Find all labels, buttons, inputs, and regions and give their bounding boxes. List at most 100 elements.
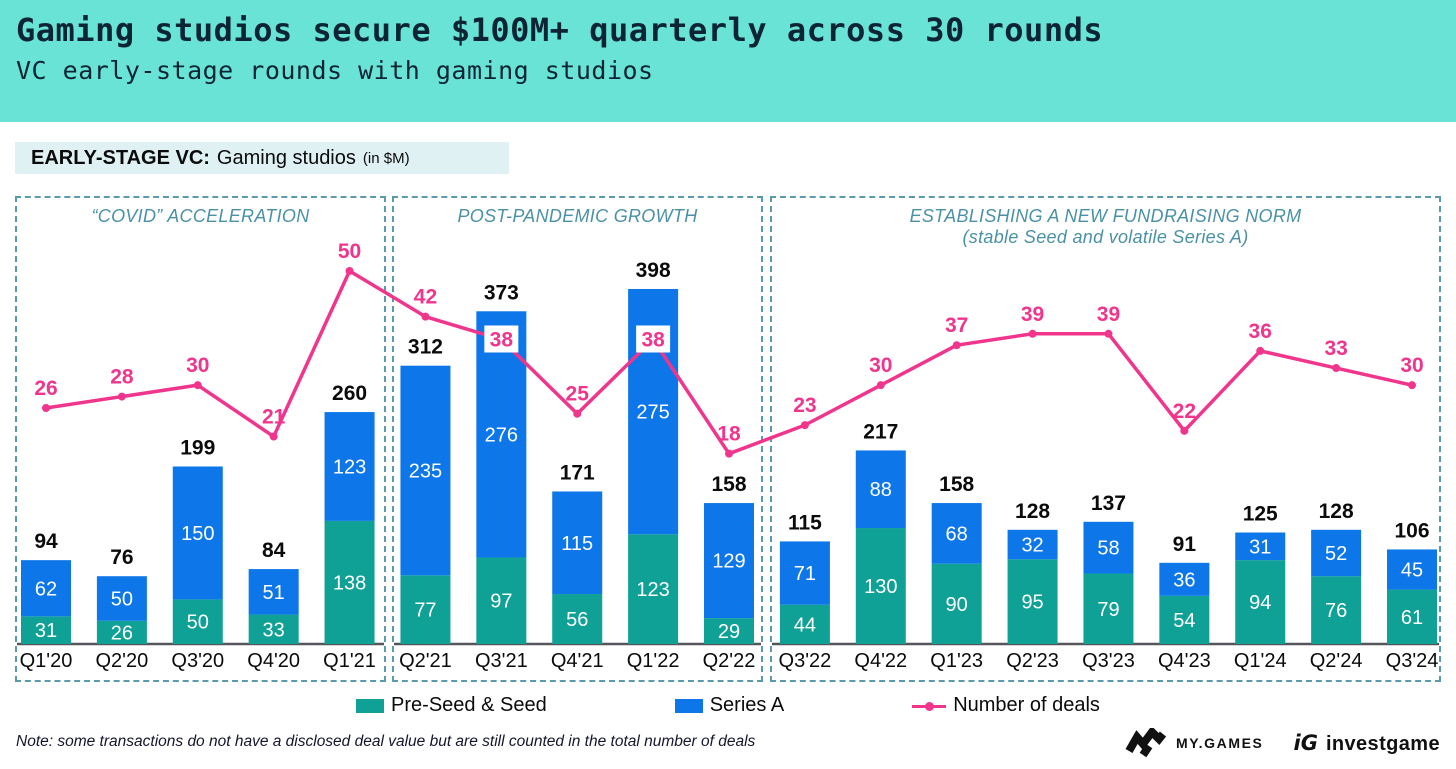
series-a-value-label: 50: [111, 589, 133, 611]
deals-count-label: 42: [414, 286, 437, 309]
bar-segment-preseed-seed: [1159, 595, 1210, 644]
total-value-label: 84: [262, 539, 286, 562]
x-axis-tick-label: Q2'22: [703, 650, 756, 672]
deals-point: [952, 341, 961, 350]
series-a-value-label: 45: [1401, 560, 1423, 582]
seed-value-label: 76: [1325, 600, 1347, 622]
deals-point: [345, 266, 354, 275]
mygames-wordmark: MY.GAMES: [1176, 735, 1264, 751]
deals-point: [1028, 329, 1037, 338]
series-a-value-label: 115: [561, 533, 593, 555]
bar-segment-series-a: [855, 450, 906, 529]
seed-value-label: 97: [490, 591, 512, 613]
deals-count-label: 39: [1021, 303, 1044, 326]
legend-item-preseed-seed: Pre-Seed & Seed: [356, 694, 547, 717]
legend-label: Pre-Seed & Seed: [391, 694, 547, 716]
total-value-label: 106: [1394, 519, 1429, 542]
deals-label-box: [484, 325, 519, 353]
x-axis-tick-label: Q4'20: [247, 650, 300, 672]
x-axis-tick-label: Q1'22: [627, 650, 680, 672]
bar-segment-preseed-seed: [400, 575, 451, 644]
x-axis-tick-label: Q4'22: [854, 650, 907, 672]
series-a-value-label: 129: [712, 551, 745, 573]
section-title: ESTABLISHING A NEW FUNDRAISING NORM: [909, 206, 1302, 226]
deals-point: [1180, 426, 1189, 435]
bar-segment-series-a: [1083, 521, 1134, 574]
bar-segment-series-a: [552, 491, 603, 595]
series-a-value-label: 275: [636, 402, 669, 424]
bar-segment-series-a: [96, 576, 147, 621]
series-a-value-label: 32: [1021, 535, 1043, 557]
bar-segment-series-a: [1007, 529, 1058, 560]
seed-value-label: 50: [187, 612, 209, 634]
seed-value-label: 61: [1401, 607, 1423, 629]
investgame-wordmark: investgame: [1325, 732, 1440, 755]
mygames-logo: MY.GAMES: [1125, 728, 1263, 758]
series-a-value-label: 68: [946, 523, 968, 545]
x-axis-tick-label: Q3'22: [779, 650, 832, 672]
total-value-label: 115: [788, 511, 822, 534]
x-axis-tick-label: Q2'20: [96, 650, 149, 672]
total-value-label: 373: [484, 281, 519, 304]
series-a-value-label: 62: [35, 578, 57, 600]
investgame-logo: iG investgame: [1294, 731, 1441, 756]
total-value-label: 128: [1015, 500, 1050, 523]
x-axis-tick-label: Q4'23: [1158, 650, 1211, 672]
deals-point: [421, 312, 430, 321]
seed-value-label: 31: [35, 620, 57, 642]
bar-segment-series-a: [400, 365, 451, 576]
legend-item-number-of-deals: Number of deals: [912, 694, 1100, 717]
chart-caption-label: EARLY-STAGE VC:: [31, 146, 210, 169]
section-title: “COVID” ACCELERATION: [91, 206, 310, 226]
chart-caption-chip: EARLY-STAGE VC: Gaming studios (in $M): [15, 142, 509, 174]
deals-count-label: 36: [1249, 320, 1272, 343]
section-title: POST-PANDEMIC GROWTH: [457, 206, 698, 226]
section-subtitle: (stable Seed and volatile Series A): [962, 227, 1249, 247]
deals-count-label: 50: [338, 240, 361, 263]
series-a-value-label: 150: [181, 523, 214, 545]
series-a-value-label: 51: [263, 582, 285, 604]
x-axis-tick-label: Q3'20: [171, 650, 224, 672]
bar-segment-series-a: [931, 503, 982, 564]
series-a-value-label: 71: [794, 563, 816, 585]
x-axis-tick-label: Q1'23: [930, 650, 983, 672]
chart-legend: Pre-Seed & Seed Series A Number of deals: [0, 694, 1456, 717]
seed-value-label: 138: [333, 572, 366, 594]
series-a-value-label: 52: [1325, 543, 1347, 565]
series-a-value-label: 31: [1249, 536, 1271, 558]
seed-value-label: 130: [864, 576, 897, 598]
deals-count-label: 38: [490, 328, 514, 351]
deals-point: [193, 381, 202, 390]
deals-label-box: [636, 325, 671, 353]
bar-segment-preseed-seed: [172, 599, 223, 644]
x-axis-tick-label: Q3'21: [475, 650, 528, 672]
seed-value-label: 33: [263, 619, 285, 641]
x-axis-tick-label: Q2'21: [399, 650, 452, 672]
seed-value-label: 54: [1173, 610, 1195, 632]
deals-count-label: 18: [717, 423, 741, 446]
bar-segment-preseed-seed: [779, 604, 830, 644]
x-axis-tick-label: Q1'21: [323, 650, 376, 672]
series-a-value-label: 36: [1173, 569, 1195, 591]
seed-value-label: 95: [1021, 592, 1043, 614]
section-new-fundraising-norm: ESTABLISHING A NEW FUNDRAISING NORM (sta…: [770, 196, 1441, 682]
series-a-value-label: 88: [870, 479, 892, 501]
deals-point: [1256, 346, 1265, 355]
bar-segment-preseed-seed: [476, 557, 527, 644]
total-value-label: 171: [560, 461, 595, 484]
seed-value-label: 29: [718, 621, 740, 643]
series-a-value-label: 276: [485, 424, 518, 446]
section-covid-acceleration: “COVID” ACCELERATION: [15, 196, 386, 682]
seed-value-label: 90: [946, 594, 968, 616]
seed-value-label: 123: [636, 579, 669, 601]
deals-point: [269, 432, 278, 441]
bar-segment-preseed-seed: [855, 528, 906, 644]
total-value-label: 125: [1243, 503, 1278, 526]
deals-count-label: 23: [793, 394, 816, 417]
deals-count-label: 37: [945, 314, 968, 337]
deals-count-label: 39: [1097, 303, 1120, 326]
series-a-swatch-icon: [674, 698, 703, 713]
total-value-label: 260: [332, 382, 367, 405]
deals-point: [800, 421, 809, 430]
